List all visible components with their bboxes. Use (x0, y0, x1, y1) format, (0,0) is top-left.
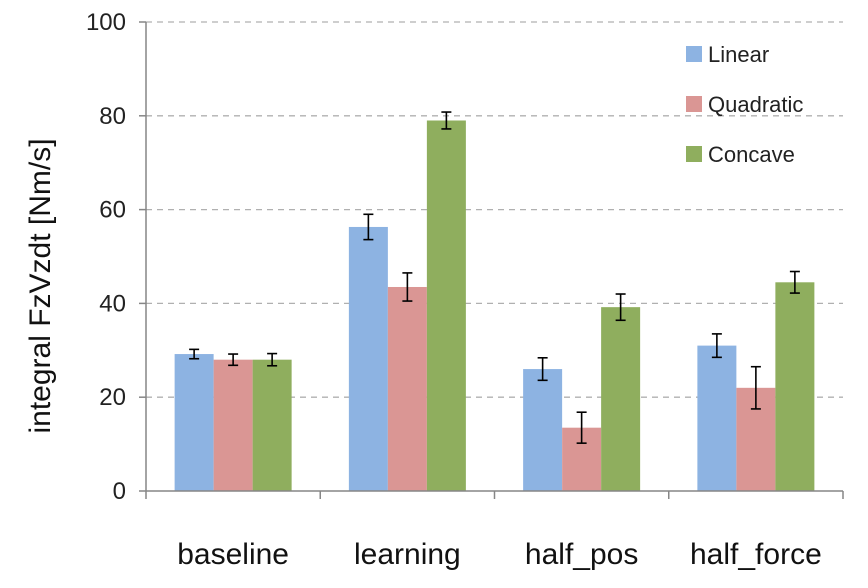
bar-concave-half-pos (601, 307, 641, 491)
y-tick-label: 40 (99, 290, 126, 317)
bar-concave-learning (426, 120, 466, 492)
legend-label: Linear (708, 42, 769, 67)
error-bars (189, 111, 800, 444)
legend-swatch (686, 146, 702, 162)
y-tick-label: 20 (99, 384, 126, 411)
bar-linear-half-force (697, 345, 737, 491)
y-axis-label: integral FzVzdt [Nm/s] (24, 138, 57, 433)
x-category-label: half_pos (525, 538, 638, 571)
legend-swatch (686, 96, 702, 112)
x-ticks: baseline learning half_pos half_force (145, 491, 844, 571)
bar-linear-baseline (174, 354, 214, 491)
bars (174, 120, 815, 492)
y-tick-label: 60 (99, 197, 126, 224)
y-tick-label: 100 (86, 9, 126, 36)
y-tick-label: 80 (99, 103, 126, 130)
bar-linear-half-pos (523, 369, 563, 491)
legend-label: Concave (708, 142, 795, 167)
x-category-label: baseline (177, 538, 289, 571)
y-ticks: 0 20 40 60 80 100 (86, 9, 146, 505)
x-category-label: half_force (690, 538, 822, 571)
y-tick-label: 0 (113, 478, 126, 505)
legend-swatch (686, 46, 702, 62)
bar-linear-learning (348, 226, 388, 491)
legend: Linear Quadratic Concave (686, 42, 803, 167)
gridlines (146, 21, 843, 398)
bar-quadratic-learning (387, 286, 427, 491)
legend-label: Quadratic (708, 92, 803, 117)
bar-concave-half-force (775, 282, 815, 491)
x-category-label: learning (354, 538, 461, 571)
bar-concave-baseline (252, 359, 292, 491)
bar-quadratic-baseline (213, 359, 253, 491)
